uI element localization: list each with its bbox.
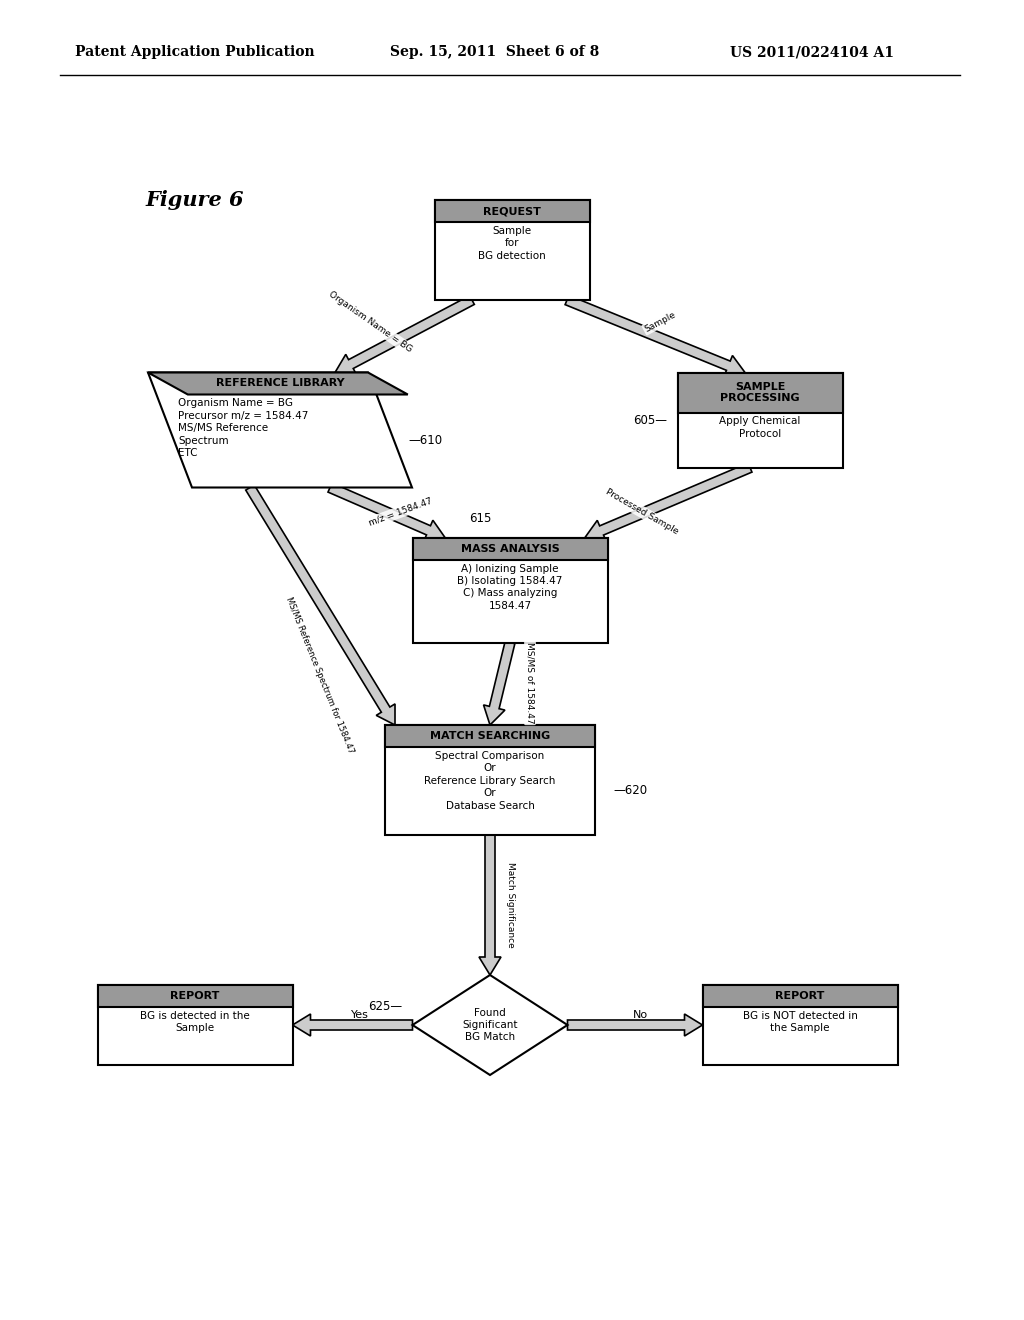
Polygon shape (483, 642, 515, 725)
Text: Organism Name = BG: Organism Name = BG (327, 290, 414, 354)
Text: BG is NOT detected in
the Sample: BG is NOT detected in the Sample (742, 1011, 857, 1034)
Polygon shape (246, 484, 395, 725)
Text: REPORT: REPORT (170, 991, 220, 1001)
Text: Processed Sample: Processed Sample (604, 487, 680, 536)
Polygon shape (479, 836, 501, 975)
Text: —620: —620 (613, 784, 647, 796)
Text: MATCH SEARCHING: MATCH SEARCHING (430, 731, 550, 741)
Text: Found
Significant
BG Match: Found Significant BG Match (462, 1007, 518, 1043)
Text: A) Ionizing Sample
B) Isolating 1584.47
C) Mass analyzing
1584.47: A) Ionizing Sample B) Isolating 1584.47 … (458, 564, 562, 611)
Text: MS/MS Reference Spectrum for 1584.47: MS/MS Reference Spectrum for 1584.47 (285, 595, 355, 755)
Text: REFERENCE LIBRARY: REFERENCE LIBRARY (216, 379, 344, 388)
Bar (678, 372, 843, 412)
Text: BG is detected in the
Sample: BG is detected in the Sample (140, 1011, 250, 1034)
Text: Apply Chemical
Protocol: Apply Chemical Protocol (719, 417, 801, 438)
Text: 625—: 625— (369, 1001, 402, 1014)
Text: MASS ANALYSIS: MASS ANALYSIS (461, 544, 559, 553)
Bar (97, 985, 293, 1065)
Polygon shape (148, 372, 412, 487)
Text: —610: —610 (408, 433, 442, 446)
Text: REQUEST: REQUEST (483, 206, 541, 216)
Polygon shape (585, 463, 752, 541)
Text: Match Significance: Match Significance (506, 862, 514, 948)
Polygon shape (148, 372, 408, 395)
Text: SAMPLE
PROCESSING: SAMPLE PROCESSING (720, 381, 800, 404)
Bar (413, 537, 607, 560)
Polygon shape (328, 483, 445, 540)
Bar (97, 985, 293, 1007)
Text: m/z = 1584.47: m/z = 1584.47 (367, 496, 433, 528)
Text: Spectral Comparison
Or
Reference Library Search
Or
Database Search: Spectral Comparison Or Reference Library… (424, 751, 556, 810)
Bar (413, 537, 607, 643)
Text: 615: 615 (469, 512, 492, 525)
Bar (702, 985, 897, 1065)
Text: US 2011/0224104 A1: US 2011/0224104 A1 (730, 45, 894, 59)
Bar (385, 725, 595, 836)
Text: 605—: 605— (634, 413, 668, 426)
Polygon shape (413, 975, 567, 1074)
Bar (434, 201, 590, 300)
Bar (702, 985, 897, 1007)
Text: REPORT: REPORT (775, 991, 824, 1001)
Polygon shape (567, 1014, 702, 1036)
Text: Yes: Yes (351, 1010, 369, 1020)
Text: Organism Name = BG
Precursor m/z = 1584.47
MS/MS Reference
Spectrum
ETC: Organism Name = BG Precursor m/z = 1584.… (178, 399, 308, 458)
Polygon shape (565, 296, 745, 376)
Text: MS/MS of 1584.47: MS/MS of 1584.47 (525, 643, 535, 723)
Text: Sample
for
BG detection: Sample for BG detection (478, 226, 546, 261)
Text: Patent Application Publication: Patent Application Publication (75, 45, 314, 59)
Bar (385, 725, 595, 747)
Bar (678, 372, 843, 467)
Polygon shape (335, 296, 474, 374)
Text: Sep. 15, 2011  Sheet 6 of 8: Sep. 15, 2011 Sheet 6 of 8 (390, 45, 599, 59)
Polygon shape (293, 1014, 413, 1036)
Text: No: No (633, 1010, 647, 1020)
Text: Figure 6: Figure 6 (145, 190, 244, 210)
Text: Sample: Sample (643, 310, 677, 334)
Bar (434, 201, 590, 222)
